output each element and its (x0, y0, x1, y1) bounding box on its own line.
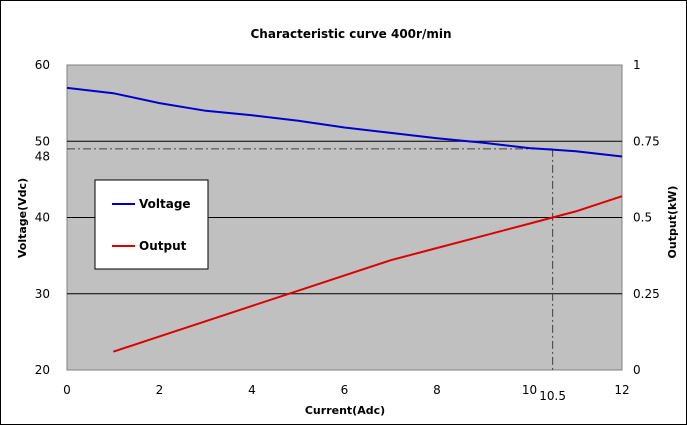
y-tick-label-60: 60 (35, 58, 50, 72)
legend-box (94, 179, 209, 270)
chart-title: Characteristic curve 400r/min (251, 27, 452, 41)
y2-tick-label-0.75: 0.75 (633, 134, 660, 148)
x-axis-title: Current(Adc) (305, 404, 385, 417)
y-tick-label-30: 30 (35, 287, 50, 301)
y-tick-label-40: 40 (35, 211, 50, 225)
y-tick-label-50: 50 (35, 134, 50, 148)
legend: Voltage Output (94, 179, 209, 270)
legend-label-voltage: Voltage (139, 197, 191, 211)
y2-tick-label-0.25: 0.25 (633, 287, 660, 301)
y-tick-label-extra: 48 (35, 150, 50, 164)
x-tick-label-8: 8 (433, 383, 441, 397)
x-tick-label-extra: 10.5 (539, 389, 566, 403)
x-tick-label-2: 2 (156, 383, 164, 397)
x-tick-label-12: 12 (614, 383, 629, 397)
y2-axis-title: Output(kW) (666, 186, 679, 259)
y2-tick-label-0.5: 0.5 (633, 211, 652, 225)
y2-tick-label-0: 0 (633, 363, 641, 377)
legend-label-output: Output (139, 239, 187, 253)
y-tick-label-20: 20 (35, 363, 50, 377)
series-line-voltage (66, 86, 623, 158)
reference-lines (67, 148, 554, 370)
y2-tick-label-1: 1 (633, 58, 641, 72)
tick-labels: 0 2 4 6 8 10 12 20 30 40 50 60 0 0.25 0.5 0.75 1 10.5 48 (35, 58, 660, 403)
x-tick-label-4: 4 (248, 383, 256, 397)
series-layer (66, 86, 623, 353)
x-tick-label-0: 0 (63, 383, 71, 397)
series-line-output (112, 195, 623, 353)
x-tick-label-6: 6 (341, 383, 349, 397)
x-tick-label-10: 10 (522, 383, 537, 397)
y-axis-title: Voltage(Vdc) (16, 178, 29, 258)
